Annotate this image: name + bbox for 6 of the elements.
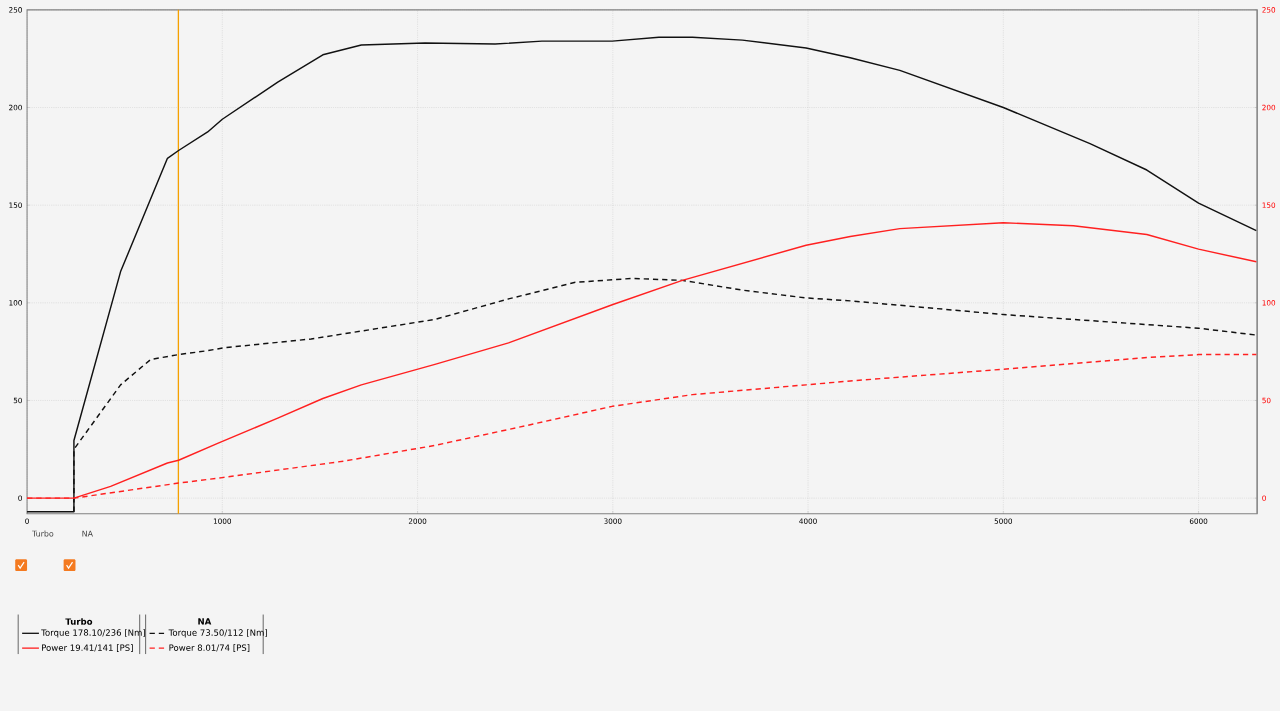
legend-label: Power 8.01/74 [PS] xyxy=(169,644,250,652)
legend-label: Torque 178.10/236 [Nm] xyxy=(41,628,145,638)
text: NA xyxy=(198,618,212,625)
legend-label: Power 19.41/141 [PS] xyxy=(42,644,133,652)
legend-label: Torque 73.50/112 [Nm] xyxy=(168,628,267,638)
text: Turbo xyxy=(65,617,93,625)
